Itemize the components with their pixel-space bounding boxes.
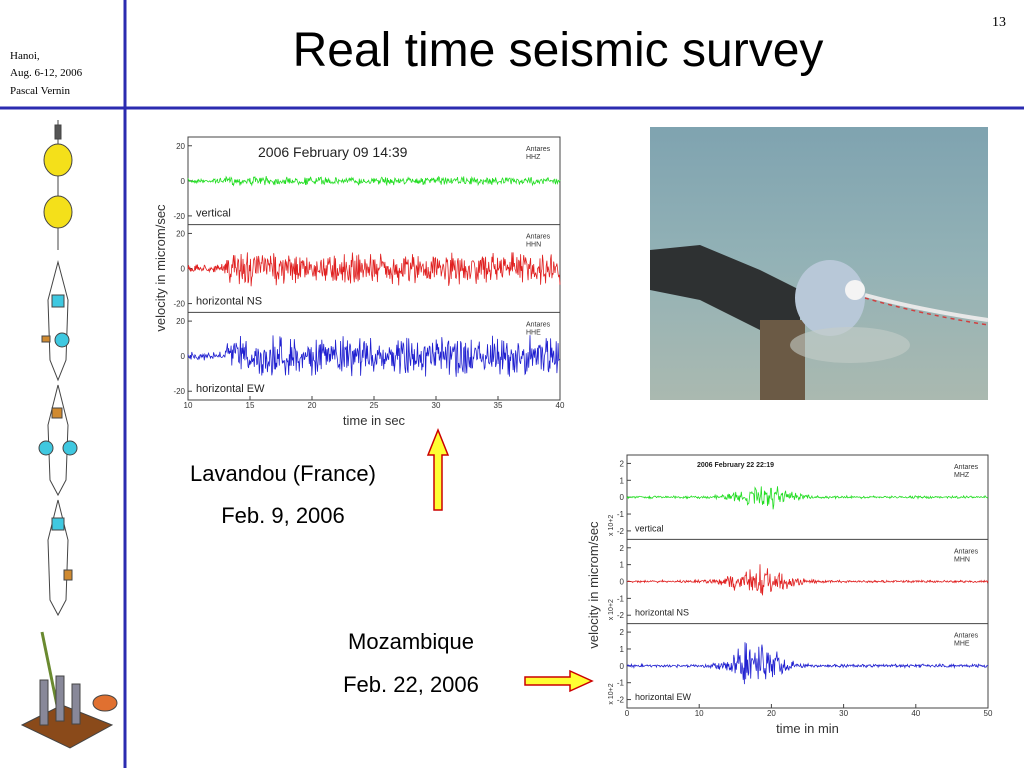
station-label: Antares [526, 321, 551, 328]
scale-label: x 10+2 [608, 515, 615, 536]
x-tick-label: 15 [246, 401, 255, 410]
y-tick-label: 0 [181, 352, 186, 361]
waveform [626, 642, 989, 685]
station-label: Antares [526, 234, 551, 241]
instrument-drawings [20, 120, 118, 749]
y-tick-label: -2 [617, 696, 625, 705]
x-tick-label: 0 [625, 709, 630, 718]
channel-label: HHN [526, 242, 541, 249]
component-label: horizontal EW [196, 383, 265, 395]
x-tick-label: 40 [556, 401, 565, 410]
x-tick-label: 50 [984, 709, 993, 718]
waveform [187, 252, 561, 287]
y-tick-label: -20 [173, 300, 185, 309]
y-tick-label: -20 [173, 212, 185, 221]
y-tick-label: 0 [181, 265, 186, 274]
x-tick-label: 35 [494, 401, 503, 410]
slide-title: Real time seismic survey [293, 24, 824, 77]
x-axis-label: time in sec [343, 413, 406, 428]
station-label: Antares [954, 548, 979, 555]
station-label: Antares [954, 633, 979, 640]
y-tick-label: 1 [620, 561, 625, 570]
component-label: horizontal NS [196, 295, 262, 307]
x-tick-label: 40 [911, 709, 920, 718]
x-tick-label: 30 [839, 709, 848, 718]
caption-date: Feb. 9, 2006 [221, 503, 345, 528]
channel-label: HHE [526, 329, 541, 336]
y-tick-label: 1 [620, 645, 625, 654]
arrow-right [524, 669, 594, 693]
header-author: Pascal Vernin [10, 85, 70, 97]
y-axis-label: velocity in microm/sec [586, 521, 601, 649]
caption-date: Feb. 22, 2006 [343, 672, 479, 697]
timestamp: 2006 February 22 22:19 [697, 462, 774, 469]
x-tick-label: 25 [370, 401, 379, 410]
scale-label: x 10+2 [608, 599, 615, 620]
station-label: Antares [526, 146, 551, 153]
component-label: horizontal NS [635, 608, 689, 618]
x-axis-label: time in min [776, 721, 839, 736]
y-tick-label: 20 [176, 317, 185, 326]
page-number: 13 [992, 15, 1006, 30]
x-tick-label: 30 [432, 401, 441, 410]
caption-place: Lavandou (France) [190, 461, 376, 486]
y-tick-label: 1 [620, 476, 625, 485]
y-tick-label: 20 [176, 142, 185, 151]
component-label: vertical [635, 523, 664, 533]
y-tick-label: -1 [617, 510, 625, 519]
channel-label: MHZ [954, 472, 970, 479]
timestamp: 2006 February 09 14:39 [258, 144, 408, 160]
y-tick-label: 20 [176, 229, 185, 238]
waveform [626, 564, 989, 596]
channel-label: MHN [954, 556, 970, 563]
y-tick-label: 2 [620, 628, 625, 637]
seismogram-lavandou: 10 15 20 25 30 35 40 time in sec velocity in mic… [153, 136, 565, 428]
x-tick-label: 10 [184, 401, 193, 410]
y-tick-label: -1 [617, 679, 625, 688]
x-tick-label: 20 [767, 709, 776, 718]
y-tick-label: -2 [617, 527, 625, 536]
component-label: vertical [196, 208, 231, 220]
seafloor-photo [650, 127, 989, 400]
caption-place: Mozambique [348, 629, 474, 654]
channel-label: MHE [954, 641, 970, 648]
y-tick-label: -20 [173, 387, 185, 396]
component-label: horizontal EW [635, 692, 692, 702]
arrow-up [426, 427, 450, 511]
y-tick-label: 0 [620, 578, 625, 587]
waveform [626, 486, 989, 510]
y-tick-label: 0 [620, 662, 625, 671]
header-dates: Aug. 6-12, 2006 [10, 67, 83, 79]
waveform [187, 175, 561, 187]
y-tick-label: 0 [620, 493, 625, 502]
y-axis-label: velocity in microm/sec [153, 204, 168, 332]
x-tick-label: 20 [308, 401, 317, 410]
y-tick-label: 0 [181, 177, 186, 186]
y-tick-label: -1 [617, 594, 625, 603]
y-tick-label: 2 [620, 459, 625, 468]
header-place: Hanoi, [10, 50, 40, 62]
y-tick-label: -2 [617, 611, 625, 620]
station-label: Antares [954, 464, 979, 471]
channel-label: HHZ [526, 154, 541, 161]
x-tick-label: 10 [695, 709, 704, 718]
y-tick-label: 2 [620, 544, 625, 553]
waveform [187, 335, 561, 377]
scale-label: x 10+2 [608, 683, 615, 704]
